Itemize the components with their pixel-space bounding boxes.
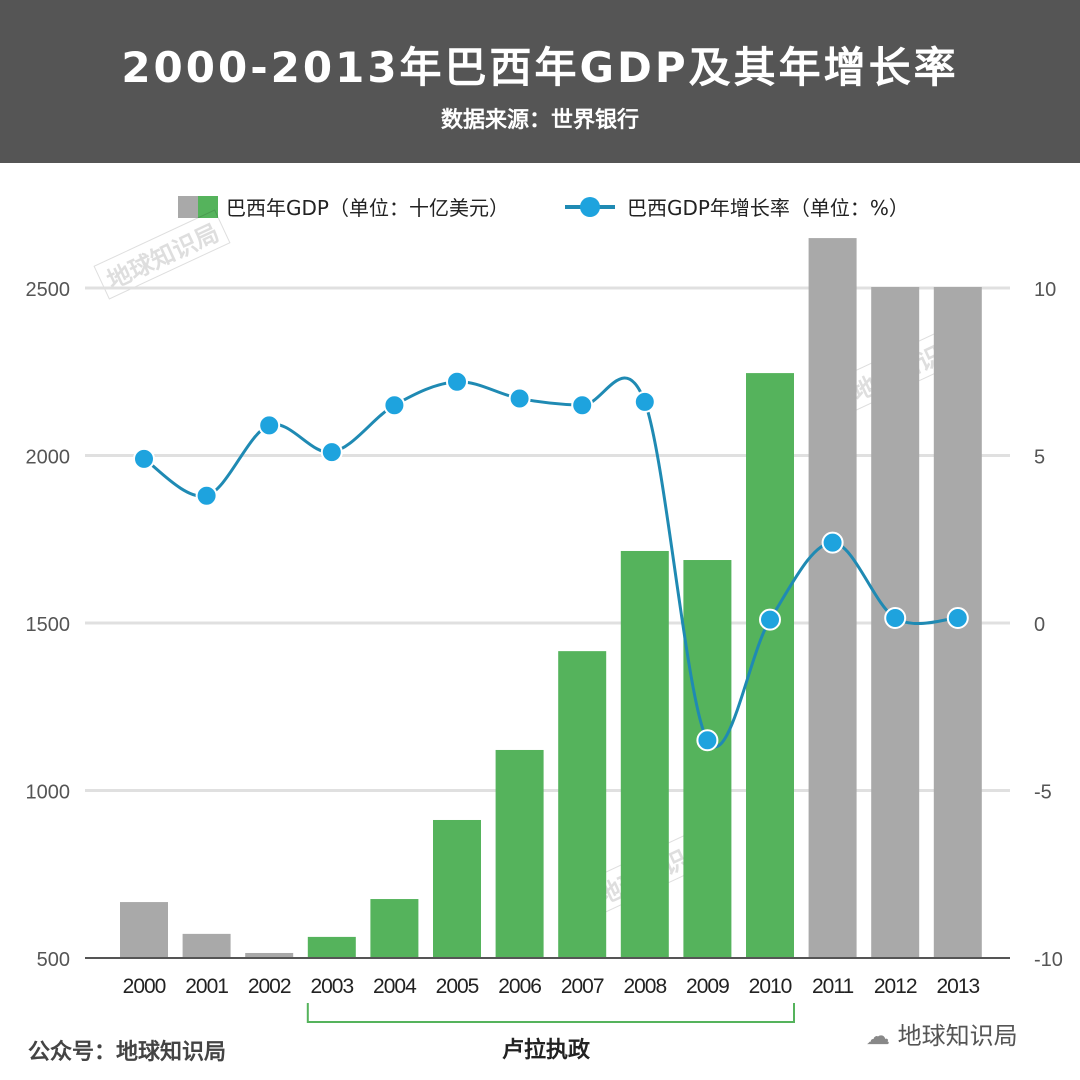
left-tick-label: 500 [37, 949, 70, 971]
x-tick-label: 2013 [936, 975, 979, 998]
bar-2011 [808, 238, 857, 958]
growth-point-2005 [446, 370, 468, 393]
growth-point-2010 [759, 608, 781, 631]
growth-point-2013 [946, 606, 969, 629]
wechat-icon: ☁ [866, 1022, 898, 1050]
growth-point-2009 [696, 729, 719, 752]
right-tick-label: 10 [1034, 279, 1056, 301]
bar-2005 [433, 819, 481, 958]
legend-swatch-green [198, 195, 218, 218]
header: 2000-2013年巴西年GDP及其年增长率 数据来源：世界银行 [0, 0, 1080, 163]
x-tick-label: 2007 [561, 975, 604, 998]
right-tick-label: -5 [1034, 782, 1052, 804]
x-tick-label: 2003 [310, 975, 353, 998]
bar-2008 [620, 550, 669, 958]
legend: 巴西年GDP（单位：十亿美元） 巴西GDP年增长率（单位：%） [178, 192, 909, 221]
bar-2010 [746, 373, 794, 959]
legend-bar-label: 巴西年GDP（单位：十亿美元） [226, 196, 509, 220]
bar-2003 [307, 936, 356, 958]
right-tick-label: 0 [1034, 614, 1045, 636]
chart-subtitle: 数据来源：世界银行 [440, 108, 639, 133]
x-tick-label: 2006 [498, 975, 541, 998]
growth-point-2002 [258, 414, 281, 437]
footer-account: 公众号：地球知识局 [28, 1040, 227, 1065]
growth-point-2008 [633, 390, 656, 413]
growth-point-2012 [884, 606, 907, 629]
x-tick-label: 2009 [686, 975, 729, 998]
footer-brand: ☁ 地球知识局 [866, 1016, 1018, 1051]
bar-2006 [495, 749, 544, 958]
bar-2000 [120, 902, 168, 958]
lula-bracket [306, 1003, 795, 1023]
x-tick-label: 2000 [123, 975, 166, 998]
x-tick-label: 2004 [373, 975, 417, 998]
x-tick-label: 2005 [436, 975, 479, 998]
growth-rate-line [143, 376, 958, 749]
growth-point-2000 [133, 447, 155, 470]
bar-2009 [683, 560, 732, 958]
growth-point-2003 [320, 441, 343, 464]
chart-title: 2000-2013年巴西年GDP及其年增长率 [121, 43, 959, 92]
x-tick-label: 2002 [248, 975, 291, 998]
x-tick-label: 2001 [185, 975, 228, 998]
right-tick-label: -10 [1034, 949, 1063, 971]
legend-swatch-grey [178, 195, 198, 218]
growth-point-2011 [821, 531, 844, 554]
x-tick-label: 2008 [623, 975, 666, 998]
bar-2002 [245, 952, 294, 958]
bar-2007 [558, 651, 607, 958]
x-tick-label: 2011 [812, 975, 853, 998]
x-tick-label: 2010 [749, 975, 792, 998]
growth-point-2001 [195, 484, 218, 507]
left-tick-label: 1000 [26, 782, 71, 804]
legend-line-label: 巴西GDP年增长率（单位：%） [626, 196, 909, 220]
left-tick-label: 2500 [26, 279, 71, 301]
lula-annotation-label: 卢拉执政 [502, 1038, 591, 1063]
bar-2004 [370, 899, 419, 958]
x-tick-label: 2012 [874, 975, 917, 998]
right-tick-label: 5 [1034, 447, 1045, 469]
footer-brand-label: 地球知识局 [897, 1022, 1018, 1050]
growth-point-2004 [383, 394, 406, 417]
growth-point-2006 [508, 387, 531, 410]
growth-point-2007 [571, 394, 594, 417]
left-tick-label: 2000 [26, 447, 71, 469]
left-tick-label: 1500 [26, 614, 71, 636]
bar-2001 [182, 933, 231, 958]
legend-line-icon [564, 196, 615, 217]
